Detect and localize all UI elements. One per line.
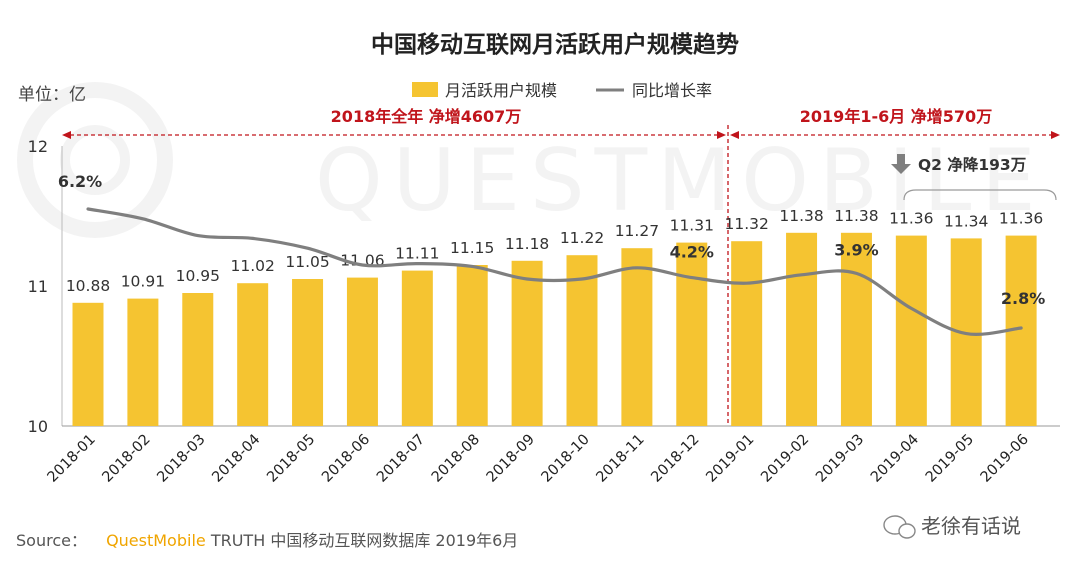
x-tick-label: 2018-05: [264, 432, 318, 486]
x-tick-label: 2019-05: [923, 432, 977, 486]
bar-2018-08: [456, 265, 488, 426]
bar-value-label: 11.31: [670, 217, 714, 235]
bar-2018-01: [72, 302, 104, 426]
wechat-icon-small: [898, 523, 916, 539]
wechat-badge: 老徐有话说: [883, 514, 1021, 539]
bar-value-label: 11.34: [944, 212, 988, 230]
bar-value-label: 10.88: [66, 277, 110, 295]
x-tick-label: 2019-03: [813, 432, 867, 486]
y-tick-label: 12: [28, 137, 48, 156]
bar-value-label: 11.27: [615, 222, 659, 240]
chart-title: 中国移动互联网月活跃用户规模趋势: [371, 31, 739, 58]
bar-value-label: 11.38: [779, 207, 823, 225]
bar-2018-06: [346, 277, 378, 426]
bar-value-label: 11.38: [834, 207, 878, 225]
bar-2018-02: [127, 298, 159, 426]
x-tick-label: 2019-06: [978, 432, 1032, 486]
period-2018-label: 2018年全年 净增4607万: [331, 107, 522, 126]
bar-2018-04: [237, 283, 269, 426]
growth-rate-label: 6.2%: [58, 172, 102, 191]
unit-label: 单位：亿: [18, 85, 86, 105]
x-tick-label: 2018-07: [374, 432, 428, 486]
watermark-logo-icon: [17, 82, 173, 238]
bar-value-label: 11.32: [724, 215, 768, 233]
source-line: Source： QuestMobile TRUTH 中国移动互联网数据库 201…: [16, 531, 518, 550]
y-axis: 10 11 12: [28, 137, 63, 436]
growth-rate-line: [86, 207, 1023, 336]
legend: 月活跃用户规模 同比增长率: [412, 81, 712, 100]
x-tick-label: 2019-04: [868, 432, 922, 486]
line-series: 6.2% 4.2% 3.9% 2.8%: [58, 172, 1045, 336]
x-tick-labels: 2018-01 2018-02 2018-03 2018-04 2018-05 2018-…: [45, 432, 1032, 486]
y-tick-label: 11: [28, 277, 48, 296]
arrow-right-icon: [717, 131, 726, 139]
q2-bracket: [903, 189, 1057, 201]
bar-value-label: 11.15: [450, 239, 494, 257]
bar-2018-09: [511, 260, 543, 426]
period-annotations: 2018年全年 净增4607万 2019年1-6月 净增570万: [62, 107, 1060, 425]
x-tick-label: 2018-12: [648, 432, 702, 486]
x-tick-label: 2018-06: [319, 432, 373, 486]
bar-2018-11: [621, 248, 653, 426]
x-tick-label: 2018-09: [484, 432, 538, 486]
bar-2019-03: [840, 232, 872, 426]
q2-label: Q2 净降193万: [918, 155, 1026, 174]
arrow-right-icon: [1051, 131, 1060, 139]
x-tick-label: 2018-02: [100, 432, 154, 486]
bar-value-label: 11.11: [395, 245, 439, 263]
bar-2019-01: [731, 241, 763, 426]
arrow-left-icon: [730, 131, 739, 139]
bar-2019-04: [895, 235, 927, 426]
bar-2018-03: [182, 293, 214, 426]
x-tick-label: 2018-04: [209, 432, 263, 486]
bar-value-label: 11.02: [230, 257, 274, 275]
bar-value-label: 11.05: [285, 253, 329, 271]
growth-rate-label: 2.8%: [1001, 289, 1045, 308]
x-tick-label: 2018-10: [539, 432, 593, 486]
source-brand: QuestMobile: [106, 531, 206, 550]
x-tick-label: 2019-02: [758, 432, 812, 486]
bar-value-label: 11.22: [560, 229, 604, 247]
x-tick-label: 2018-11: [594, 432, 648, 486]
bar-value-label: 11.18: [505, 235, 549, 253]
x-tick-label: 2018-08: [429, 432, 483, 486]
bar-value-label: 11.36: [889, 210, 933, 228]
x-tick-label: 2019-01: [703, 432, 757, 486]
watermark-logo-inner-icon: [60, 125, 130, 195]
watermark-text: QUESTMOBILE: [315, 131, 1046, 231]
legend-label-bars: 月活跃用户规模: [445, 81, 557, 100]
x-tick-label: 2018-01: [45, 432, 99, 486]
wechat-name: 老徐有话说: [921, 514, 1021, 538]
legend-swatch-bars: [412, 82, 438, 97]
q2-annotation: Q2 净降193万: [891, 154, 1057, 201]
bar-value-label: 11.36: [999, 210, 1043, 228]
watermark: QUESTMOBILE: [17, 82, 1046, 238]
arrow-down-icon: [891, 154, 911, 174]
bar-2018-07: [401, 270, 433, 426]
bar-value-label: 10.95: [176, 267, 220, 285]
bar-2019-02: [786, 232, 818, 426]
source-rest: TRUTH 中国移动互联网数据库 2019年6月: [210, 531, 518, 550]
bar-2018-05: [292, 279, 324, 426]
bar-2018-12: [676, 242, 708, 426]
period-2019-label: 2019年1-6月 净增570万: [800, 107, 992, 126]
growth-rate-label: 4.2%: [670, 243, 714, 262]
x-tick-label: 2018-03: [154, 432, 208, 486]
bar-2018-10: [566, 255, 598, 426]
arrow-left-icon: [62, 131, 71, 139]
bar-value-label: 10.91: [121, 273, 165, 291]
y-tick-label: 10: [28, 417, 48, 436]
growth-rate-label: 3.9%: [834, 240, 878, 259]
legend-label-line: 同比增长率: [632, 81, 712, 100]
source-prefix: Source：: [16, 531, 87, 550]
